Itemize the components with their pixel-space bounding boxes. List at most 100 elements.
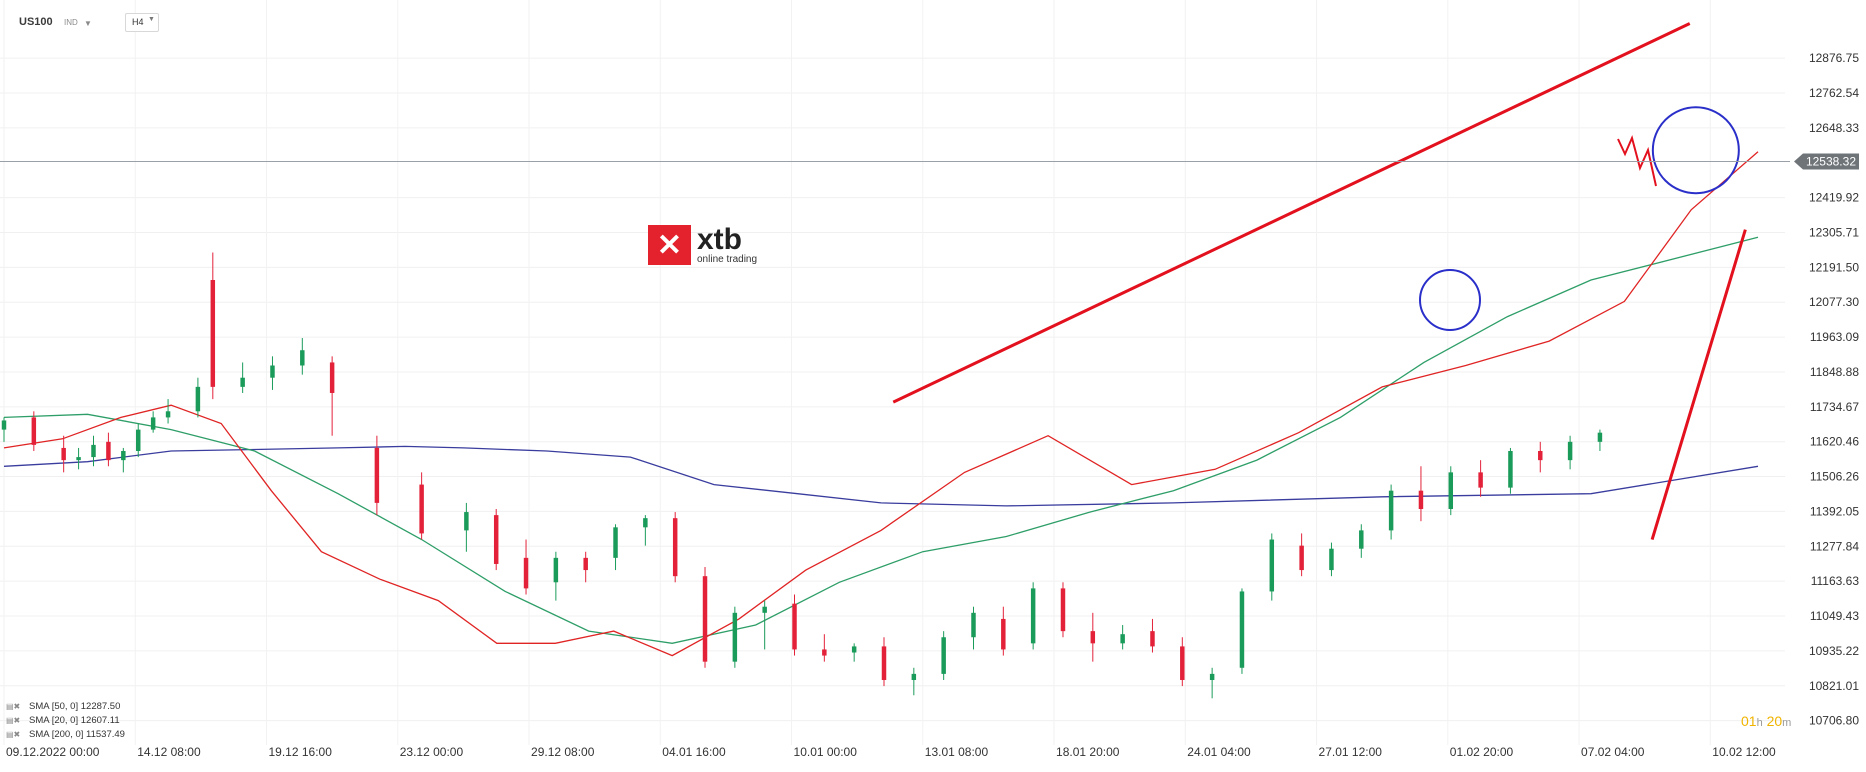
candle-body — [1448, 472, 1454, 510]
legend-row-sma200[interactable]: ▤✖ SMA [200, 0] 11537.49 — [6, 728, 125, 742]
candle-body — [1030, 588, 1036, 644]
candle-body — [1150, 631, 1155, 647]
candle — [1478, 460, 1483, 497]
timeframe-select[interactable]: H4 ▼ — [125, 13, 159, 32]
y-tick-label: 12191.50 — [1809, 260, 1859, 274]
candle-body — [329, 362, 335, 393]
candle — [1359, 524, 1364, 558]
candle — [270, 356, 275, 390]
x-tick-label: 29.12 08:00 — [531, 745, 595, 759]
candle — [1120, 625, 1125, 650]
indicator-settings-icon[interactable]: ▤✖ — [6, 730, 21, 739]
candle-body — [1418, 490, 1424, 510]
candle-body — [941, 637, 946, 674]
candle — [1538, 441, 1543, 473]
candle-body — [583, 557, 588, 571]
x-tick-label: 01.02 20:00 — [1450, 745, 1514, 759]
candle-body — [121, 450, 126, 461]
y-tick-label: 11734.67 — [1810, 400, 1859, 414]
price-tag-label: 12538.32 — [1806, 154, 1856, 168]
candle — [1299, 533, 1304, 577]
x-tick-label: 13.01 08:00 — [925, 745, 989, 759]
candle-body — [1567, 441, 1573, 461]
y-tick-label: 11049.43 — [1810, 609, 1859, 623]
candle-body — [210, 280, 216, 387]
candle — [911, 667, 917, 696]
legend-label: SMA [200, 0] 11537.49 — [29, 729, 125, 740]
candle — [1060, 582, 1066, 638]
chevron-down-icon[interactable]: ▼ — [84, 19, 92, 28]
logo-name: xtb — [697, 222, 742, 256]
candle-body — [1329, 548, 1334, 571]
sma20-line — [3, 151, 1759, 657]
candle — [702, 567, 708, 668]
y-tick-label: 11848.88 — [1810, 365, 1859, 379]
legend-row-sma20[interactable]: ▤✖ SMA [20, 0] 12607.11 — [6, 714, 125, 728]
candle-body — [613, 527, 618, 558]
candle — [762, 600, 767, 650]
candle — [210, 252, 216, 400]
candle — [851, 643, 857, 662]
x-tick-label: 24.01 04:00 — [1187, 745, 1251, 759]
candle-body — [1120, 634, 1125, 644]
candle — [240, 362, 245, 393]
candle-body — [1508, 450, 1513, 488]
candle-body — [91, 444, 96, 458]
sma50-line — [3, 236, 1759, 644]
candles — [1, 252, 1603, 699]
drawings — [892, 22, 1747, 540]
candle — [1090, 612, 1096, 662]
grid — [0, 0, 1785, 745]
candle — [374, 435, 380, 516]
candle — [1597, 429, 1603, 451]
x-tick-label: 07.02 04:00 — [1581, 745, 1645, 759]
highlight-circle — [1651, 106, 1740, 195]
y-tick-label: 10821.01 — [1809, 679, 1859, 693]
x-axis: 09.12.2022 00:00 14.12 08:00 19.12 16:00 23… — [6, 745, 1776, 759]
candle — [1239, 588, 1245, 674]
y-tick-label: 11963.09 — [1810, 330, 1859, 344]
candle — [1209, 667, 1215, 699]
upper-trendline — [892, 22, 1691, 404]
candle — [732, 606, 738, 668]
candle — [61, 435, 66, 473]
price-tag — [1794, 153, 1859, 170]
candle-body — [1060, 588, 1066, 632]
candle — [1329, 542, 1334, 577]
candle-body — [1597, 432, 1603, 442]
candle-body — [1090, 631, 1096, 644]
candle — [1030, 582, 1036, 650]
legend-label: SMA [50, 0] 12287.50 — [29, 701, 121, 712]
y-tick-label: 10706.80 — [1809, 714, 1859, 728]
candle-body — [762, 606, 767, 613]
candle-body — [165, 411, 171, 418]
timeframe-value: H4 — [132, 17, 144, 27]
price-line: 12538.32 — [0, 153, 1859, 170]
y-tick-label: 12876.75 — [1809, 51, 1859, 65]
candle — [136, 423, 141, 458]
candle — [300, 338, 305, 375]
candle-body — [702, 576, 708, 662]
y-tick-label: 12077.30 — [1809, 295, 1859, 309]
candle — [1, 417, 7, 442]
candle-body — [523, 557, 529, 589]
candle — [1448, 466, 1454, 516]
candle — [523, 539, 529, 595]
indicator-settings-icon[interactable]: ▤✖ — [6, 716, 21, 725]
symbol-label[interactable]: US100 — [19, 16, 53, 28]
indicator-settings-icon[interactable]: ▤✖ — [6, 702, 21, 711]
candle — [493, 509, 499, 571]
candle-body — [1538, 450, 1543, 461]
candle-body — [1269, 539, 1275, 592]
candle-body — [1299, 545, 1304, 571]
sma200-line — [3, 445, 1759, 507]
candle-body — [1001, 618, 1006, 650]
candle — [822, 634, 827, 662]
legend-row-sma50[interactable]: ▤✖ SMA [50, 0] 12287.50 — [6, 700, 125, 714]
candle — [76, 447, 81, 470]
candle — [106, 432, 111, 467]
x-tick-label: 18.01 20:00 — [1056, 745, 1120, 759]
candle-body — [1359, 530, 1364, 549]
